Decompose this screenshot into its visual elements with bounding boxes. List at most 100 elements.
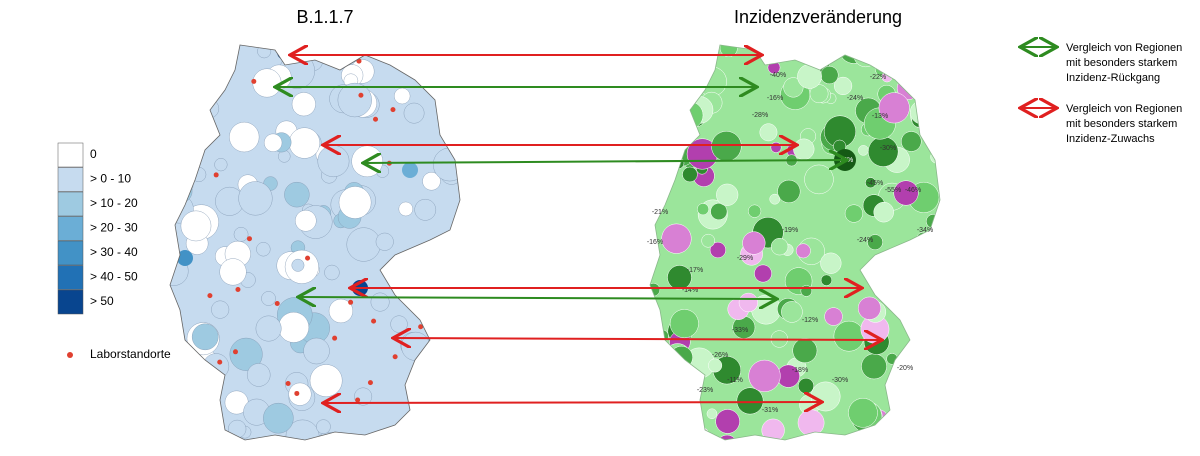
district (848, 398, 878, 428)
district (844, 204, 863, 223)
district (682, 166, 698, 183)
district (170, 153, 185, 181)
district (797, 409, 825, 437)
district (696, 203, 710, 216)
district (922, 59, 940, 89)
district (783, 77, 804, 98)
district (390, 315, 408, 333)
district (838, 45, 869, 64)
district (797, 64, 822, 89)
district (295, 210, 317, 232)
district (316, 419, 331, 434)
district (861, 353, 887, 380)
district (246, 363, 271, 387)
district (263, 402, 294, 434)
legend: 0 > 0 - 10 > 10 - 20 > 20 - 30 > 30 - 40 > 40… (57, 142, 138, 315)
district (181, 91, 198, 107)
district (288, 127, 321, 159)
district (393, 87, 411, 105)
district (403, 102, 425, 124)
district (170, 132, 177, 149)
lab-site (305, 255, 311, 261)
legend-label: > 10 - 20 (90, 196, 138, 210)
district (368, 45, 385, 54)
district (930, 150, 940, 164)
district (674, 81, 690, 96)
district (211, 300, 230, 319)
district (170, 173, 191, 195)
region-label: -31% (762, 407, 778, 414)
district (170, 179, 193, 204)
arrow-legend-text: Vergleich von Regionen mit besonders star… (1066, 42, 1182, 145)
district (682, 434, 704, 440)
arrow-legend-line: Vergleich von Regionen (1066, 42, 1182, 54)
lab-site (373, 116, 379, 122)
region-label: -26% (712, 352, 728, 359)
district (354, 45, 368, 50)
green-arrow (365, 160, 845, 163)
district (194, 120, 218, 144)
region-label: -11% (727, 377, 743, 384)
region-label: -16% (647, 239, 663, 246)
district (233, 227, 249, 242)
district (929, 45, 940, 67)
district (893, 180, 919, 206)
district (792, 338, 818, 364)
legend-label: > 40 - 50 (90, 270, 138, 284)
district (710, 203, 728, 221)
region-label: -55% (885, 187, 901, 194)
region-label: -24% (847, 95, 863, 102)
lab-site (358, 92, 364, 98)
district (914, 64, 939, 89)
arrow-legend-line: mit besonders starkem (1066, 118, 1177, 130)
district (446, 244, 460, 258)
right-title: Inzidenzveränderung (734, 7, 902, 27)
district (337, 82, 372, 118)
legend-label: > 30 - 40 (90, 245, 138, 259)
district (650, 365, 672, 398)
district (170, 133, 195, 158)
lab-site (392, 354, 398, 360)
district (324, 264, 340, 281)
legend-label: > 20 - 30 (90, 221, 138, 235)
district (200, 45, 236, 78)
region-label: -45% (867, 180, 883, 187)
district (917, 60, 929, 72)
district (909, 100, 934, 125)
district (747, 204, 762, 218)
arrow-legend-line: Vergleich von Regionen (1066, 103, 1182, 115)
district (650, 375, 667, 406)
district (697, 66, 727, 97)
region-label: -18% (792, 367, 808, 374)
legend-swatch (57, 216, 84, 241)
district (923, 343, 937, 357)
district (653, 394, 668, 408)
district (238, 181, 273, 216)
district (255, 315, 282, 342)
lab-site (332, 335, 338, 341)
district (655, 54, 675, 74)
district (748, 359, 781, 393)
district (191, 323, 219, 351)
district (929, 90, 940, 116)
arrow-legend-line: Inzidenz-Rückgang (1066, 72, 1160, 84)
district (916, 232, 930, 245)
district (421, 305, 443, 327)
lab-site (355, 397, 361, 403)
legend-swatch (57, 142, 84, 168)
district (715, 409, 740, 434)
district (229, 121, 260, 153)
region-label: -40% (770, 72, 786, 79)
district (804, 164, 834, 195)
region-label: -22% (870, 74, 886, 81)
district (759, 123, 778, 142)
legend-label: 0 (90, 147, 97, 161)
district (706, 408, 718, 420)
district (257, 45, 272, 59)
district (698, 432, 717, 440)
district (867, 234, 883, 251)
region-label: -29% (737, 255, 753, 262)
region-label: -19% (782, 227, 798, 234)
region-label: -23% (697, 387, 713, 394)
district (252, 68, 282, 98)
